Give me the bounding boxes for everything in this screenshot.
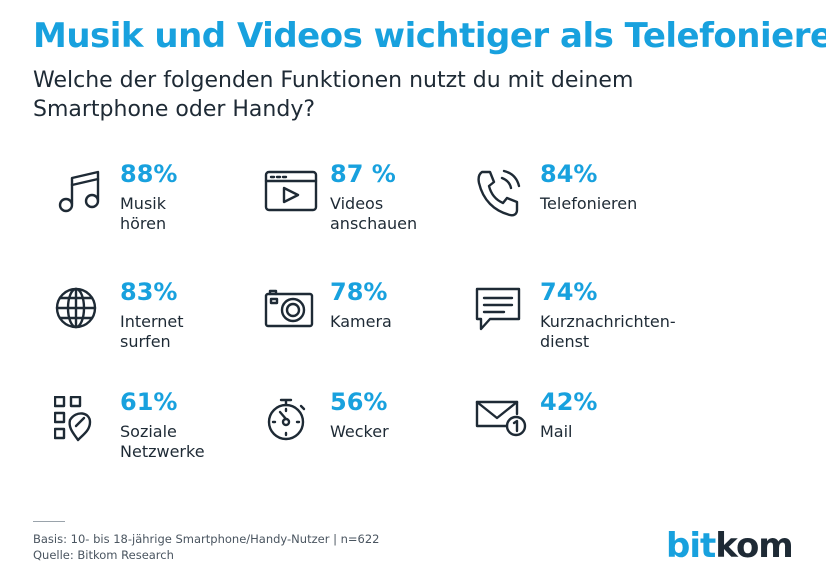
phone-icon [474,168,528,222]
stat-label: Wecker [330,422,389,441]
footnote-source: Quelle: Bitkom Research [33,548,174,562]
stat-value: 88% [120,160,178,188]
social-network-icon [54,396,108,450]
stat-value: 56% [330,388,388,416]
chart-subtitle: Welche der folgenden Funktionen nutzt du… [33,68,634,122]
stat-label: Internet surfen [120,312,184,351]
stat-label: Videos anschauen [330,194,418,233]
footnote-basis: Basis: 10- bis 18-jährige Smartphone/Han… [33,532,380,546]
stat-label: Mail [540,422,573,441]
stat-label: Kurznachrichten- dienst [540,312,676,351]
logo-part-bit: bit [666,526,716,566]
stat-value: 83% [120,278,178,306]
footnote: Basis: 10- bis 18-jährige Smartphone/Han… [33,531,379,563]
bitkom-logo: bitkom [666,526,794,566]
footnote-divider [33,521,65,522]
mail-icon [474,396,528,450]
logo-part-kom: kom [715,526,793,566]
stat-label: Musik hören [120,194,167,233]
stat-label: Soziale Netzwerke [120,422,205,461]
stat-value: 87 % [330,160,396,188]
stat-label: Kamera [330,312,392,331]
camera-icon [264,286,318,340]
music-note-icon [54,168,108,222]
stat-value: 42% [540,388,598,416]
stat-value: 61% [120,388,178,416]
stopwatch-icon [264,396,318,450]
stat-value: 74% [540,278,598,306]
stat-value: 84% [540,160,598,188]
stat-value: 78% [330,278,388,306]
globe-icon [54,286,108,340]
chat-bubble-icon [474,286,528,340]
video-player-icon [264,168,318,222]
stat-label: Telefonieren [540,194,638,213]
chart-title: Musik und Videos wichtiger als Telefonie… [33,16,826,56]
